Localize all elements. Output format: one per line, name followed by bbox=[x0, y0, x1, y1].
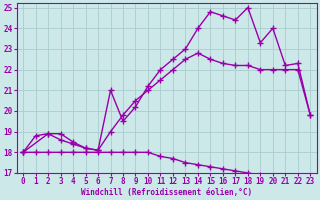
X-axis label: Windchill (Refroidissement éolien,°C): Windchill (Refroidissement éolien,°C) bbox=[81, 188, 252, 197]
